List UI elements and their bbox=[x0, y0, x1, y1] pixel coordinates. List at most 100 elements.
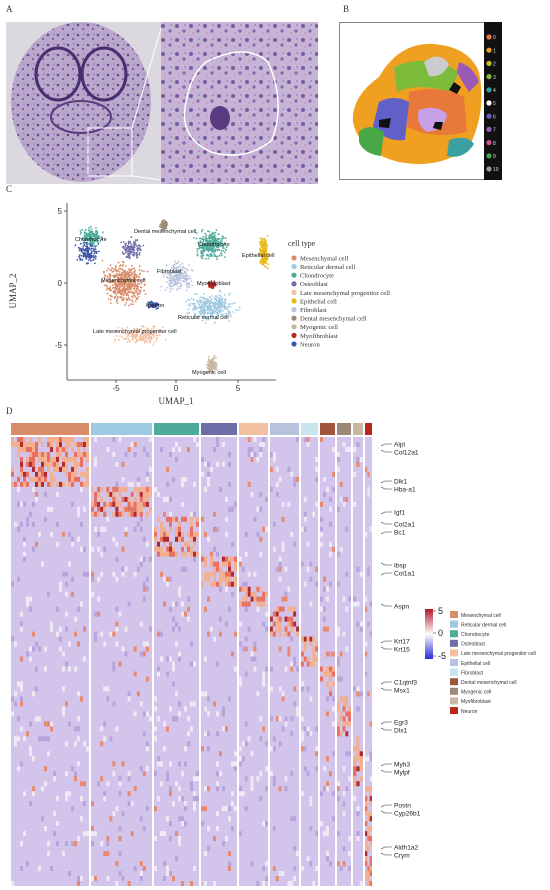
cluster-label-6: 6 bbox=[493, 114, 496, 120]
gene-label: Col2a1 bbox=[394, 522, 415, 529]
umap-label-myogenic: Myogenic cell bbox=[192, 370, 226, 376]
umap-xtick: 0 bbox=[174, 384, 179, 393]
annotation-block bbox=[365, 423, 372, 435]
cluster-label-9: 9 bbox=[493, 154, 496, 160]
heatmap-legend-item: Reticular dermal cell bbox=[461, 622, 506, 628]
gene-label: Krt15 bbox=[394, 647, 410, 654]
umap-legend-item: Chondrocyte bbox=[300, 273, 334, 280]
heatmap-legend-swatch bbox=[450, 678, 458, 686]
umap-legend-item: Neuron bbox=[300, 341, 320, 348]
heatmap-legend-swatch bbox=[450, 659, 458, 666]
umap-label-neuron: Neuron bbox=[146, 303, 164, 309]
umap-cluster-points bbox=[185, 289, 241, 325]
umap-legend-swatch bbox=[291, 315, 297, 321]
gene-label: Ibsp bbox=[394, 563, 407, 570]
umap-label-dental: Dental mesenchymal cell bbox=[134, 229, 196, 235]
umap-legend-item: Late mesenchymal progenitor cell bbox=[300, 290, 390, 297]
heatmap-legend-swatch bbox=[450, 620, 458, 628]
heatmap-legend-item: Dental mesenchymal cell bbox=[461, 680, 517, 686]
umap-label-epithelial: Epithelial cell bbox=[242, 253, 275, 259]
annotation-block bbox=[337, 423, 351, 435]
umap-ytick: -5 bbox=[55, 341, 63, 350]
umap-legend-item: Reticular dermal cell bbox=[300, 264, 355, 271]
heatmap-legend-swatch bbox=[450, 649, 458, 657]
umap-label-mesenchymal: Mesenchymal cell bbox=[101, 278, 145, 284]
heatmap-legend-item: Fibroblast bbox=[461, 670, 484, 676]
umap-label-late: Late mesenchymal progenitor cell bbox=[93, 329, 177, 335]
umap-label-chondrocyte2: Chondrocyte bbox=[198, 242, 230, 248]
annotation-block bbox=[301, 423, 318, 435]
umap-legend-item: Myofibroblast bbox=[300, 333, 338, 340]
umap-cluster-points bbox=[113, 325, 167, 346]
umap-cluster-points bbox=[160, 260, 194, 293]
cluster-swatch-0 bbox=[486, 34, 492, 40]
umap-legend-swatch bbox=[291, 289, 297, 295]
heatmap-legend-swatch bbox=[450, 697, 458, 705]
heatmap-legend-item: Osteoblast bbox=[461, 642, 486, 648]
umap-legend-swatch bbox=[291, 264, 297, 270]
gene-label: C1qtnf3 bbox=[394, 680, 417, 687]
annotation-block bbox=[270, 423, 299, 435]
annotation-block bbox=[11, 423, 89, 435]
umap-legend-swatch bbox=[291, 298, 297, 304]
gene-label: Dlx1 bbox=[394, 728, 408, 735]
umap-cluster-points bbox=[120, 236, 145, 260]
umap-legend-swatch bbox=[291, 255, 297, 261]
heatmap-legend-item: Neuron bbox=[461, 709, 478, 715]
umap-legend-swatch bbox=[291, 272, 297, 278]
umap-ytick: 5 bbox=[58, 207, 63, 216]
cluster-label-0: 0 bbox=[493, 35, 496, 41]
gene-label: Alpl bbox=[394, 442, 406, 449]
umap-legend-swatch bbox=[291, 341, 297, 347]
gene-label: Bc1 bbox=[394, 530, 406, 537]
umap-legend-title: cell type bbox=[288, 239, 316, 248]
annotation-block bbox=[91, 423, 152, 435]
cluster-swatch-2 bbox=[486, 60, 492, 66]
umap-legend-swatch bbox=[291, 332, 297, 338]
heatmap-legend-swatch bbox=[450, 630, 458, 638]
heatmap-legend-swatch bbox=[450, 687, 458, 695]
gene-label: Crym bbox=[394, 853, 410, 860]
umap-cluster-points bbox=[258, 235, 270, 270]
panel-label-d: D bbox=[6, 406, 13, 416]
heatmap-legend-item: Epithelial cell bbox=[461, 661, 490, 667]
cluster-label-1: 1 bbox=[493, 48, 496, 54]
gene-label: Krt17 bbox=[394, 639, 410, 646]
umap-legend-item: Osteoblast bbox=[300, 281, 328, 288]
scale-tick: -5 bbox=[438, 651, 446, 661]
umap-xtick: -5 bbox=[112, 384, 120, 393]
umap-label-reticular: Reticular dermal cell bbox=[178, 315, 229, 321]
cluster-swatch-6 bbox=[486, 113, 492, 119]
scale-tick: 0 bbox=[438, 628, 443, 638]
color-scale-bar bbox=[425, 609, 433, 659]
heatmap-legend-item: Myogenic cell bbox=[461, 690, 491, 696]
heatmap-legend-item: Chondrocyte bbox=[461, 632, 490, 638]
umap-cluster-points bbox=[100, 259, 149, 307]
umap-legend-item: Fibroblast bbox=[300, 307, 327, 314]
umap-legend-item: Myogenic cell bbox=[300, 324, 338, 331]
cluster-swatch-10 bbox=[486, 166, 492, 172]
cluster-label-10: 10 bbox=[493, 167, 499, 173]
gene-label: Msx1 bbox=[394, 688, 410, 695]
umap-legend-swatch bbox=[291, 324, 297, 330]
gene-label: Aldh1a2 bbox=[394, 845, 419, 852]
umap-label-chondrocyte1: Chondrocyte bbox=[75, 237, 107, 243]
cluster-swatch-1 bbox=[486, 47, 492, 53]
cluster-swatch-5 bbox=[486, 100, 492, 106]
gene-label: Dlk1 bbox=[394, 479, 408, 486]
spatial-cluster-map: 0 1 2 3 4 5 6 7 8 9 10 bbox=[339, 22, 502, 180]
annotation-block bbox=[201, 423, 237, 435]
heatmap-group-bg bbox=[11, 437, 89, 886]
annotation-block bbox=[239, 423, 268, 435]
umap-ytick: 0 bbox=[58, 279, 63, 288]
umap-label-fibroblast: Fibroblast bbox=[157, 269, 182, 275]
umap-ylabel: UMAP_2 bbox=[8, 273, 18, 308]
cluster-swatch-8 bbox=[486, 140, 492, 146]
gene-label: Myh3 bbox=[394, 762, 410, 769]
heatmap-legend-swatch bbox=[450, 668, 458, 676]
cluster-swatch-4 bbox=[486, 87, 492, 93]
heatmap-legend-item: Mesenchymal cell bbox=[461, 613, 501, 619]
heatmap-group-bg bbox=[353, 437, 363, 886]
cluster-label-4: 4 bbox=[493, 88, 496, 94]
umap-cluster-points bbox=[192, 229, 228, 261]
